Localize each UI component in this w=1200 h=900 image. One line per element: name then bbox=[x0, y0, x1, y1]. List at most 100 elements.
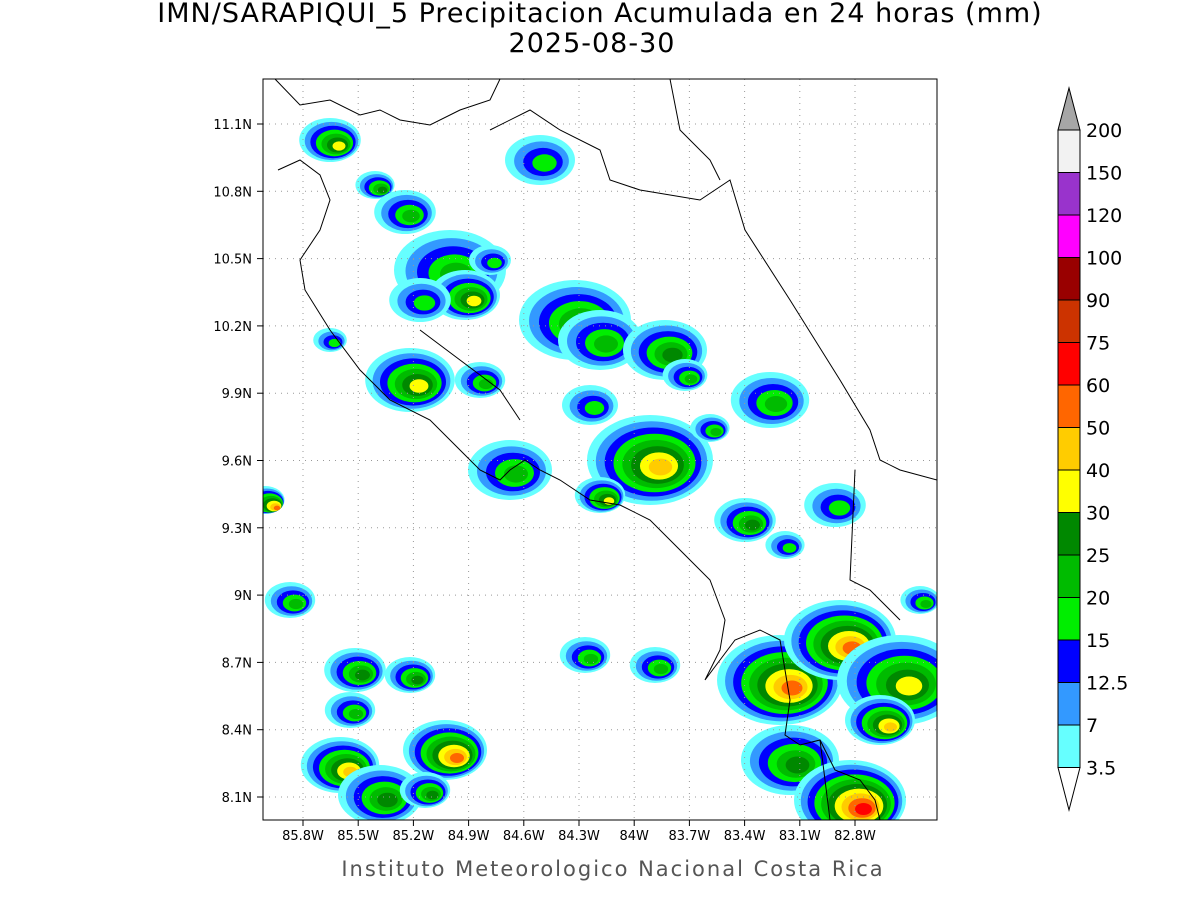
lon-label: 84.6W bbox=[503, 829, 545, 844]
border bbox=[819, 739, 831, 820]
coast bbox=[277, 159, 881, 820]
rain-contour bbox=[785, 756, 810, 774]
colorbar-label: 150 bbox=[1086, 163, 1122, 185]
rain-contour bbox=[450, 753, 464, 763]
rain-contour bbox=[402, 209, 420, 223]
map-frame bbox=[262, 78, 938, 821]
coast bbox=[274, 79, 501, 126]
rain-contour bbox=[684, 374, 698, 384]
colorbar-label: 90 bbox=[1086, 290, 1110, 312]
lon-label: 83.1W bbox=[779, 829, 821, 844]
rain-contour bbox=[895, 676, 923, 696]
rain-contour bbox=[653, 663, 669, 675]
lon-label: 84.3W bbox=[558, 829, 600, 844]
colorbar-label: 30 bbox=[1086, 503, 1110, 525]
colorbar-label: 120 bbox=[1086, 205, 1122, 227]
rain-contour bbox=[328, 338, 341, 348]
rain-contour bbox=[662, 347, 683, 363]
rain-contour bbox=[487, 257, 502, 269]
lat-label: 8.7N bbox=[222, 656, 252, 671]
lon-label: 85.2W bbox=[392, 829, 434, 844]
colorbar-label: 12.5 bbox=[1086, 673, 1128, 695]
colorbar-box bbox=[1057, 597, 1081, 641]
subtitle: 2025-08-30 bbox=[509, 28, 676, 59]
rain-contour bbox=[710, 428, 722, 436]
rain-contour bbox=[348, 708, 364, 720]
lat-label: 9.9N bbox=[222, 387, 252, 402]
lon-label: 83.7W bbox=[668, 829, 710, 844]
graticule: 85.8W 85.5W 85.2W 84.9W 84.6W 84.3W 84W 83.7W 83… bbox=[213, 79, 937, 844]
colorbar-label: 200 bbox=[1086, 120, 1122, 142]
rain-contour bbox=[504, 465, 528, 483]
rain-contour bbox=[377, 186, 388, 194]
lon-label: 82.8W bbox=[834, 829, 876, 844]
rain-contour bbox=[466, 295, 482, 307]
rain-contour bbox=[411, 675, 424, 685]
lat-label: 11.1N bbox=[213, 118, 252, 133]
lon-label: 85.5W bbox=[337, 829, 379, 844]
colorbar-box bbox=[1057, 639, 1081, 683]
rain-contour bbox=[828, 500, 851, 516]
lat-label: 9.6N bbox=[222, 455, 252, 470]
lon-label: 84W bbox=[619, 829, 649, 844]
rain-contour bbox=[377, 792, 398, 808]
colorbar-box bbox=[1057, 129, 1081, 173]
rain-contour bbox=[355, 669, 370, 681]
rain-contour bbox=[409, 379, 429, 393]
rain-contour bbox=[781, 680, 803, 696]
colorbar-box bbox=[1057, 214, 1081, 258]
lat-label: 9N bbox=[234, 589, 252, 604]
rain-contour bbox=[855, 802, 872, 816]
lat-label: 10.5N bbox=[213, 253, 252, 268]
colorbar-label: 15 bbox=[1086, 630, 1110, 652]
lon-label: 85.8W bbox=[282, 829, 324, 844]
precipitation-field bbox=[263, 118, 937, 820]
border bbox=[669, 79, 721, 181]
colorbar-label: 40 bbox=[1086, 460, 1110, 482]
lat-label: 9.3N bbox=[222, 522, 252, 537]
colorbar-box bbox=[1057, 469, 1081, 513]
lat-label: 8.1N bbox=[222, 791, 252, 806]
colorbar-box bbox=[1057, 342, 1081, 386]
colorbar-under bbox=[1057, 767, 1081, 812]
colorbar-label: 7 bbox=[1086, 715, 1098, 737]
border bbox=[489, 109, 937, 481]
colorbar: 3.5 7 12.5 15 20 25 30 40 50 60 75 90 100 120 150 200 bbox=[1057, 86, 1128, 812]
rain-contour bbox=[920, 600, 932, 608]
title: IMN/SARAPIQUI_5 Precipitacion Acumulada … bbox=[157, 0, 1042, 29]
colorbar-label: 50 bbox=[1086, 418, 1110, 440]
colorbar-label: 20 bbox=[1086, 588, 1110, 610]
colorbar-label: 60 bbox=[1086, 375, 1110, 397]
rain-contour bbox=[782, 543, 797, 553]
colorbar-over bbox=[1057, 86, 1081, 131]
rain-contour bbox=[478, 378, 494, 390]
footer: Instituto Meteorologico Nacional Costa R… bbox=[341, 857, 884, 881]
lat-label: 8.4N bbox=[222, 724, 252, 739]
rain-contour bbox=[426, 790, 439, 800]
rain-contour bbox=[594, 335, 618, 353]
rain-contour bbox=[764, 396, 788, 412]
colorbar-label: 25 bbox=[1086, 545, 1110, 567]
rain-contour bbox=[584, 401, 605, 415]
rain-contour bbox=[532, 154, 557, 172]
rain-contour bbox=[413, 295, 436, 311]
colorbar-box bbox=[1057, 724, 1081, 768]
colorbar-box bbox=[1057, 554, 1081, 598]
coast bbox=[419, 329, 521, 421]
rain-contour bbox=[332, 141, 346, 151]
rain-contour bbox=[648, 458, 673, 476]
colorbar-box bbox=[1057, 384, 1081, 428]
colorbar-label: 100 bbox=[1086, 248, 1122, 270]
colorbar-box bbox=[1057, 682, 1081, 726]
rain-contour bbox=[883, 722, 898, 732]
lon-label: 83.4W bbox=[724, 829, 766, 844]
colorbar-box bbox=[1057, 427, 1081, 471]
colorbar-box bbox=[1057, 299, 1081, 343]
colorbar-box bbox=[1057, 512, 1081, 556]
lat-label: 10.2N bbox=[213, 320, 252, 335]
rain-contour bbox=[273, 505, 281, 511]
rain-contour bbox=[288, 598, 304, 610]
lon-label: 84.9W bbox=[448, 829, 490, 844]
